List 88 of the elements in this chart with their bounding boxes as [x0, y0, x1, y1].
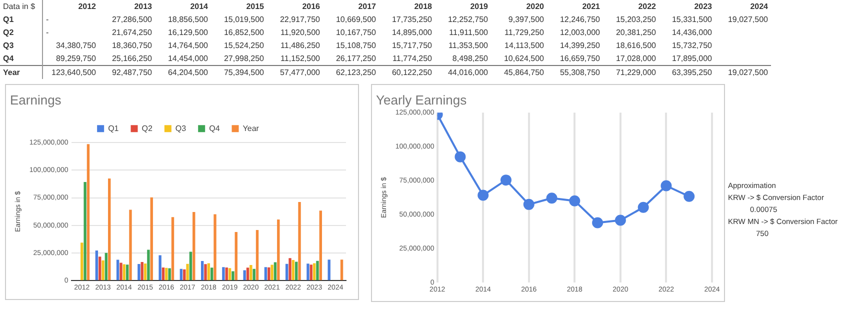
data-label: 17,735,250 [390, 14, 433, 26]
x-tick-label: 2021 [581, 1, 601, 13]
x-tick-label: 2024 [749, 1, 769, 13]
data-label: 62,123,250 [323, 66, 379, 79]
y-tick-label: Q3 [0, 39, 42, 52]
data-label: 15,108,750 [334, 40, 377, 52]
data-label: 19,027,500 [726, 14, 769, 26]
data-label: 17,895,000 [670, 53, 713, 65]
chart-title: Earnings [10, 92, 62, 108]
data-label: 8,498,250 [451, 53, 489, 65]
data-label: 11,774,250 [392, 53, 433, 65]
x-tick-label: 2020 [525, 1, 545, 13]
data-label: 63,395,250 [659, 66, 715, 79]
x-tick-label: 2014 [189, 1, 209, 13]
data-label: 15,019,500 [222, 14, 265, 26]
data-label: 55,308,750 [547, 66, 603, 79]
data-label: 10,167,750 [334, 27, 377, 39]
y-tick-label: Q4 [0, 52, 42, 66]
data-label: 15,524,250 [222, 40, 265, 52]
data-label: 92,487,750 [99, 66, 155, 79]
text: - [46, 15, 49, 24]
legend-label: Q2 [142, 124, 153, 133]
data-label: 14,436,000 [670, 27, 713, 39]
x-tick-label: 2017 [357, 1, 377, 13]
data-label: 14,399,250 [558, 40, 601, 52]
data-label: 11,486,250 [280, 40, 321, 52]
x-tick-label: 2019 [469, 1, 489, 13]
legend-label: Q1 [108, 124, 120, 133]
data-label: 14,113,500 [504, 40, 545, 52]
data-label: 34,380,750 [54, 40, 97, 52]
x-tick-label: 2015 [245, 1, 265, 13]
data-label: 18,360,750 [110, 40, 153, 52]
x-tick-label: 2018 [413, 1, 433, 13]
x-tick-label: 2012 [77, 1, 97, 13]
data-label: 64,204,500 [155, 66, 211, 79]
data-label: 14,895,000 [390, 27, 433, 39]
data-label: 10,624,500 [502, 53, 545, 65]
data-label: 17,028,000 [614, 53, 657, 65]
data-label: 12,252,750 [446, 14, 489, 26]
data-label: 11,920,500 [280, 27, 321, 39]
data-label: 19,027,500 [715, 66, 771, 79]
legend-label: Year [242, 124, 260, 133]
y-tick-label: Q2 [0, 26, 42, 39]
data-label: 21,674,250 [110, 27, 153, 39]
data-label: 16,129,500 [166, 27, 209, 39]
data-label: 27,998,250 [222, 53, 265, 65]
data-label: 18,616,500 [614, 40, 657, 52]
data-label: 15,331,500 [670, 14, 713, 26]
data-label: 71,229,000 [603, 66, 659, 79]
y-tick-label: Year [0, 66, 42, 79]
data-label: 12,246,750 [558, 14, 601, 26]
data-label: 75,394,500 [211, 66, 267, 79]
data-label: 60,122,250 [379, 66, 435, 79]
data-label: 22,917,750 [278, 14, 321, 26]
data-label: 20,381,250 [614, 27, 657, 39]
data-label: 12,003,000 [558, 27, 601, 39]
data-label: 14,764,500 [166, 40, 209, 52]
y-tick-label: Q1 [0, 13, 42, 26]
data-label: 25,166,250 [110, 53, 153, 65]
data-label: 45,864,750 [491, 66, 547, 79]
data-label: 57,477,000 [267, 66, 323, 79]
data-label: 15,732,750 [670, 40, 713, 52]
data-label: 27,286,500 [110, 14, 153, 26]
data-label: 26,177,250 [334, 53, 377, 65]
text: - [46, 28, 49, 37]
data-label: 123,640,500 [42, 66, 99, 79]
legend-label: Q3 [175, 124, 187, 133]
data-label: 11,911,500 [448, 27, 489, 39]
x-tick-label: 2022 [637, 1, 657, 13]
chart-title: Yearly Earnings [376, 92, 468, 108]
data-label: 11,353,500 [448, 40, 489, 52]
data-label: 10,669,500 [334, 14, 377, 26]
data-label: 9,397,500 [507, 14, 545, 26]
x-tick-label: 2013 [133, 1, 153, 13]
legend-label: Q4 [209, 124, 220, 133]
data-label: 14,454,000 [166, 53, 209, 65]
data-label: 16,659,750 [558, 53, 601, 65]
data-label: 18,856,500 [166, 14, 209, 26]
x-tick-label: 2023 [693, 1, 713, 13]
data-label: 16,852,500 [222, 27, 265, 39]
data-label: 15,717,750 [390, 40, 433, 52]
data-label: 11,729,250 [504, 27, 545, 39]
data-label: 44,016,000 [435, 66, 491, 79]
x-tick-label: 2016 [301, 1, 321, 13]
data-label: 15,203,250 [614, 14, 657, 26]
data-label: 89,259,750 [54, 53, 97, 65]
text: Data in $ [0, 0, 42, 13]
data-label: 11,152,500 [280, 53, 321, 65]
